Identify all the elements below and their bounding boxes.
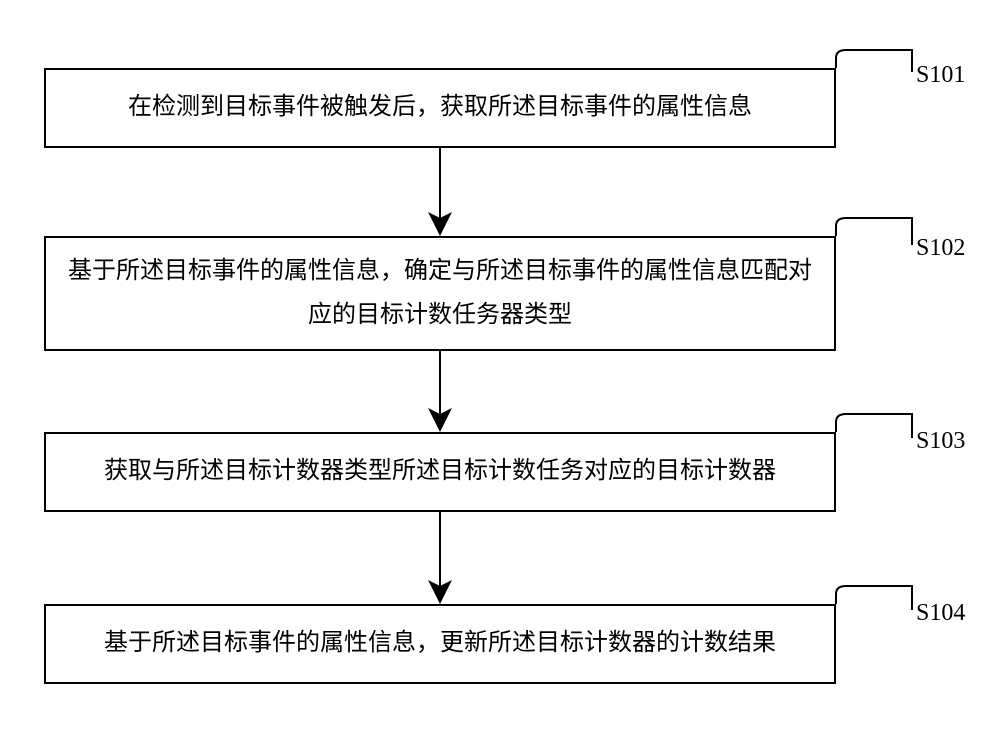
flow-step-label-s101: S101 [916,62,965,89]
flow-step-label-s104: S104 [916,600,965,627]
flow-step-text: 在检测到目标事件被触发后，获取所述目标事件的属性信息 [128,86,752,129]
label-hook-s103 [836,414,912,438]
flow-step-text: 基于所述目标事件的属性信息，更新所述目标计数器的计数结果 [104,622,776,665]
flow-step-text: 获取与所述目标计数器类型所述目标计数任务对应的目标计数器 [104,450,776,493]
label-hook-s102 [836,218,912,245]
flow-step-s101: 在检测到目标事件被触发后，获取所述目标事件的属性信息 [44,68,836,148]
flow-step-s103: 获取与所述目标计数器类型所述目标计数任务对应的目标计数器 [44,432,836,512]
label-hook-s104 [836,586,912,610]
flow-step-label-s103: S103 [916,428,965,455]
flowchart-canvas: 在检测到目标事件被触发后，获取所述目标事件的属性信息 S101 基于所述目标事件… [0,0,1000,734]
flow-step-text: 基于所述目标事件的属性信息，确定与所述目标事件的属性信息匹配对应的目标计数任务器… [66,250,814,336]
flow-step-s104: 基于所述目标事件的属性信息，更新所述目标计数器的计数结果 [44,604,836,684]
flow-step-label-s102: S102 [916,235,965,262]
label-hook-s101 [836,50,912,72]
flow-step-s102: 基于所述目标事件的属性信息，确定与所述目标事件的属性信息匹配对应的目标计数任务器… [44,236,836,351]
